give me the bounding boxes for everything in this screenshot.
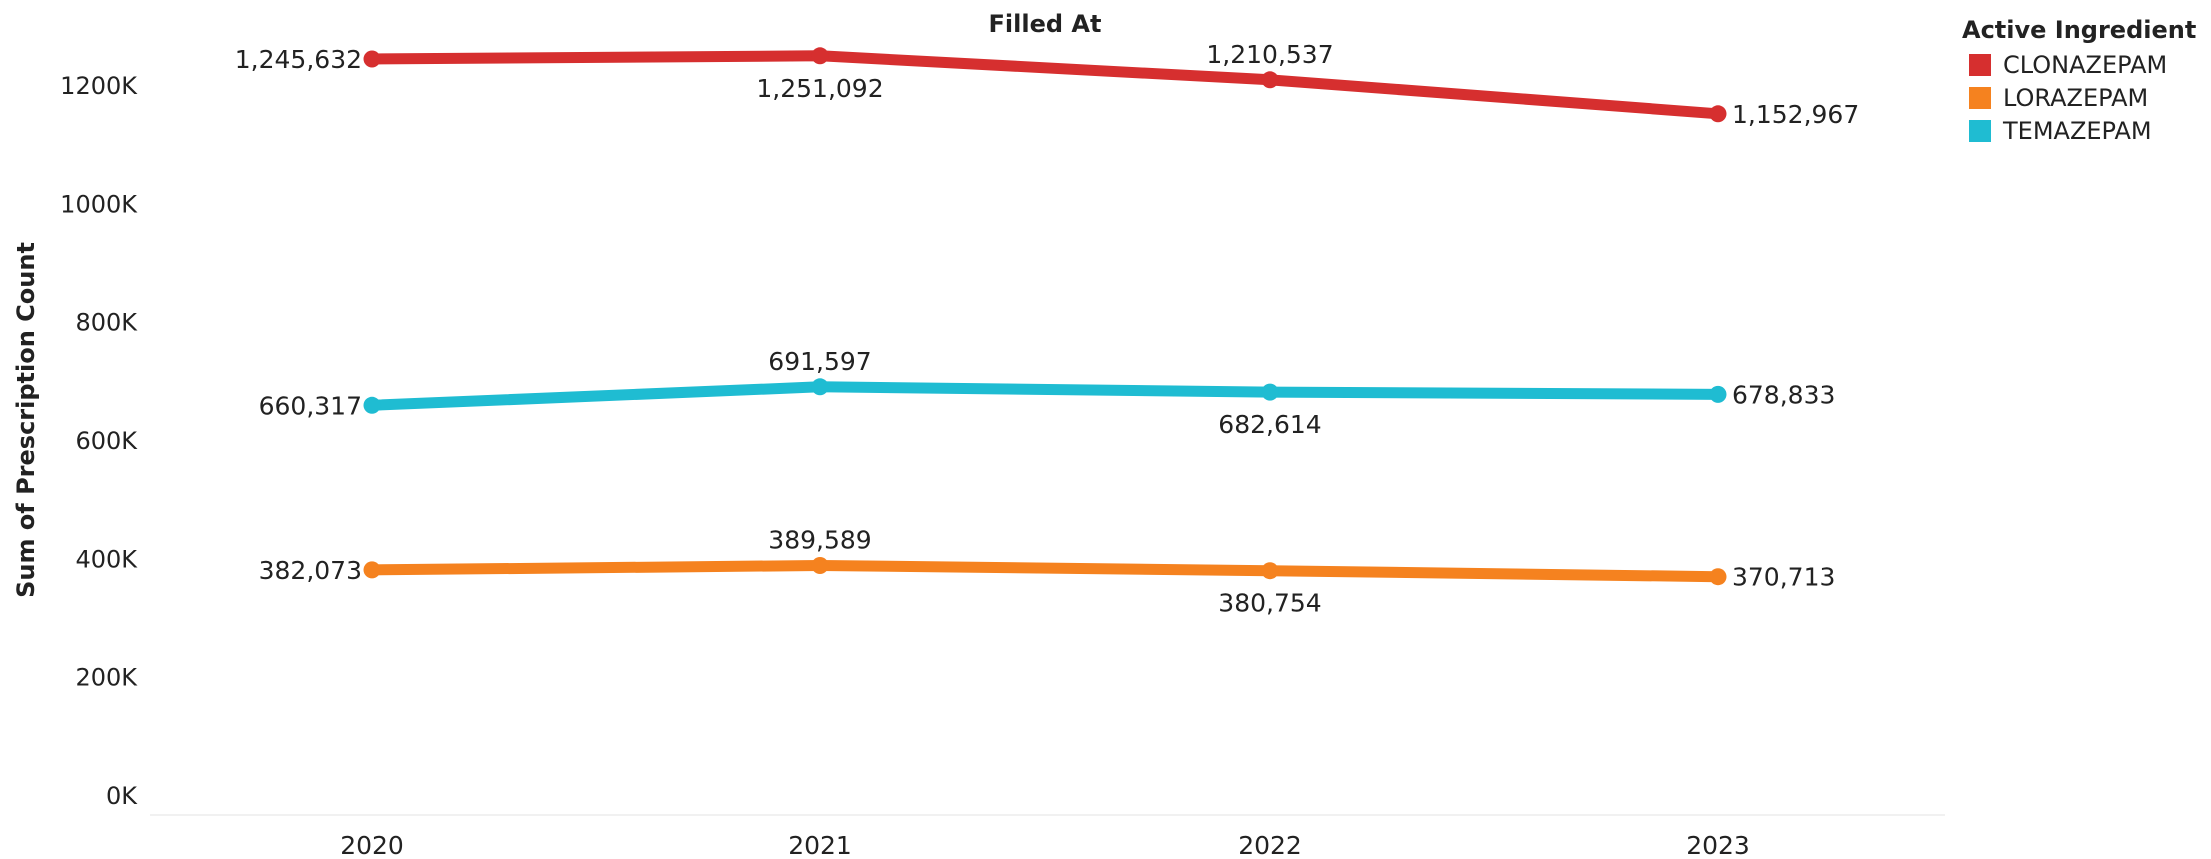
legend-swatch	[1969, 54, 1991, 76]
x-axis: 2020 2021 2022 2023	[150, 814, 1945, 859]
data-label: 370,713	[1732, 563, 1835, 592]
series-lorazepam: 382,073 389,589 380,754 370,713	[259, 526, 1836, 618]
y-tick-label: 1200K	[60, 72, 138, 100]
legend[interactable]: Active Ingredient CLONAZEPAM LORAZEPAM TEM…	[1962, 16, 2196, 145]
data-label: 380,754	[1218, 589, 1321, 618]
data-label: 691,597	[768, 347, 871, 376]
data-label: 382,073	[259, 556, 362, 585]
series-clonazepam: 1,245,632 1,251,092 1,210,537 1,152,967	[235, 40, 1859, 129]
series-line-clonazepam	[366, 50, 1724, 120]
y-tick-label: 600K	[75, 427, 138, 455]
data-label: 678,833	[1732, 380, 1835, 409]
y-tick-label: 200K	[75, 664, 138, 692]
y-tick-label: 400K	[75, 545, 138, 573]
data-label: 1,152,967	[1732, 100, 1859, 129]
chart-title: Filled At	[989, 10, 1102, 38]
data-point[interactable]	[1709, 105, 1727, 123]
data-point[interactable]	[811, 557, 829, 574]
data-label: 660,317	[259, 391, 362, 420]
x-tick-label: 2022	[1238, 831, 1302, 859]
legend-label: LORAZEPAM	[2003, 84, 2148, 112]
series-line-temazepam	[366, 381, 1724, 411]
x-tick-label: 2020	[340, 831, 404, 859]
y-tick-label: 800K	[75, 309, 138, 337]
data-point[interactable]	[811, 47, 829, 65]
data-label: 1,251,092	[756, 74, 883, 103]
y-tick-label: 0K	[106, 782, 138, 810]
legend-item-lorazepam[interactable]: LORAZEPAM	[1969, 84, 2148, 112]
legend-swatch	[1969, 87, 1991, 109]
series-line-lorazepam	[366, 560, 1724, 583]
legend-item-temazepam[interactable]: TEMAZEPAM	[1969, 117, 2152, 145]
legend-swatch	[1969, 120, 1991, 142]
data-point[interactable]	[363, 50, 381, 68]
legend-title: Active Ingredient	[1962, 16, 2196, 44]
series-layer: 1,245,632 1,251,092 1,210,537 1,152,967 382,…	[235, 40, 1859, 618]
legend-item-clonazepam[interactable]: CLONAZEPAM	[1969, 51, 2167, 79]
data-label: 1,245,632	[235, 45, 362, 74]
x-tick-label: 2023	[1686, 831, 1750, 859]
data-point[interactable]	[1261, 383, 1279, 401]
legend-label: CLONAZEPAM	[2003, 51, 2167, 79]
legend-label: TEMAZEPAM	[2002, 117, 2152, 145]
data-point[interactable]	[811, 378, 829, 396]
y-axis-title: Sum of Prescription Count	[12, 242, 40, 598]
data-point[interactable]	[1261, 71, 1279, 89]
data-point[interactable]	[363, 561, 381, 579]
y-axis: 0K 200K 400K 600K 800K 1000K 1200K	[60, 72, 138, 810]
data-point[interactable]	[1709, 568, 1727, 586]
data-point[interactable]	[363, 396, 381, 414]
data-label: 682,614	[1218, 410, 1321, 439]
data-point[interactable]	[1709, 385, 1727, 403]
x-tick-label: 2021	[788, 831, 852, 859]
data-label: 1,210,537	[1206, 40, 1333, 69]
data-label: 389,589	[768, 526, 871, 555]
series-temazepam: 660,317 691,597 682,614 678,833	[259, 347, 1836, 439]
y-tick-label: 1000K	[60, 190, 138, 218]
data-point[interactable]	[1261, 562, 1279, 580]
